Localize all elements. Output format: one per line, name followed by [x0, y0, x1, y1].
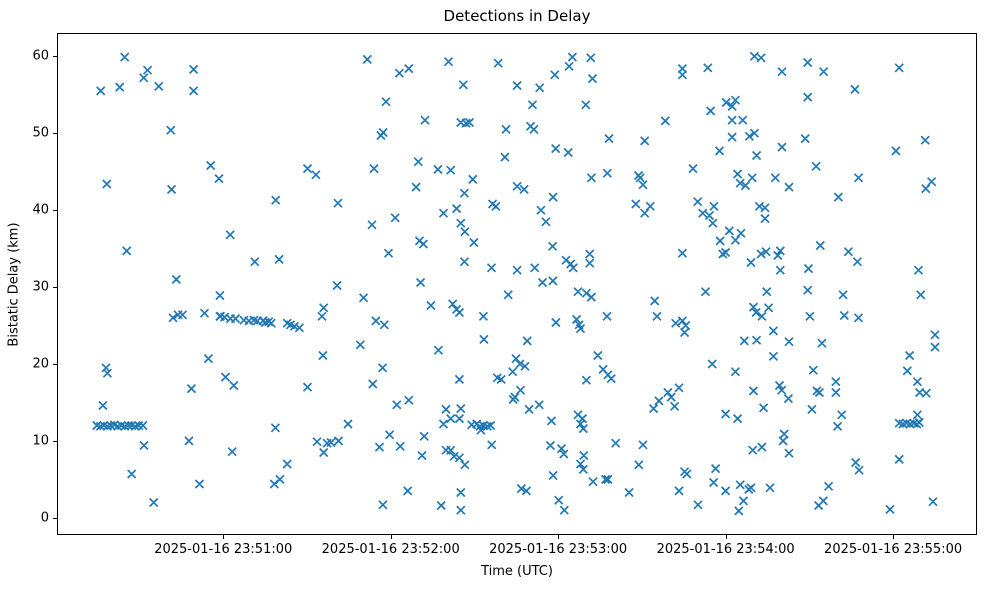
y-tick-label: 20 [32, 356, 49, 372]
x-tick-mark [223, 535, 225, 539]
x-tick-mark [558, 535, 560, 539]
x-tick-label: 2025-01-16 23:55:00 [824, 542, 963, 557]
x-tick-mark [725, 535, 727, 539]
y-tick-label: 40 [32, 202, 49, 218]
y-tick-mark [53, 56, 57, 58]
y-tick-mark [53, 517, 57, 519]
x-tick-mark [390, 535, 392, 539]
x-tick-label: 2025-01-16 23:54:00 [656, 542, 795, 557]
x-tick-label: 2025-01-16 23:51:00 [154, 542, 293, 557]
y-tick-label: 0 [40, 510, 49, 526]
y-tick-label: 30 [32, 279, 49, 295]
y-tick-label: 60 [32, 48, 49, 64]
y-tick-label: 50 [32, 125, 49, 141]
y-tick-mark [53, 287, 57, 289]
x-tick-label: 2025-01-16 23:53:00 [489, 542, 628, 557]
y-tick-mark [53, 133, 57, 135]
chart-title: Detections in Delay [443, 7, 591, 25]
y-axis-label: Bistatic Delay (km) [6, 222, 22, 347]
y-tick-mark [53, 210, 57, 212]
y-tick-mark [53, 440, 57, 442]
y-tick-label: 10 [32, 433, 49, 449]
scatter-points-layer [92, 51, 940, 516]
scatter-marker-path [92, 51, 940, 516]
plot-area [57, 33, 977, 535]
y-tick-mark [53, 364, 57, 365]
x-tick-label: 2025-01-16 23:52:00 [321, 542, 460, 557]
x-tick-mark [893, 535, 895, 539]
x-axis-label: Time (UTC) [481, 564, 553, 579]
